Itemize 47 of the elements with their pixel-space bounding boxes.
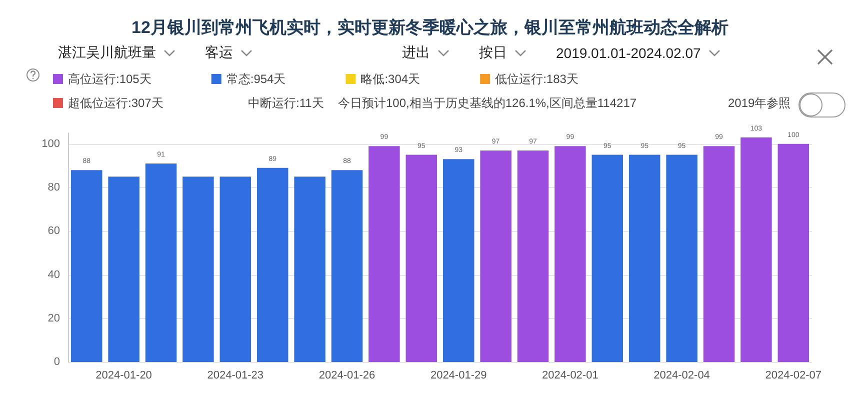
- y-tick-label: 80: [48, 182, 60, 194]
- text: 2019年参照: [728, 96, 791, 110]
- bar: [666, 154, 698, 362]
- bar: [331, 170, 363, 362]
- x-tick-label: 2024-01-26: [318, 370, 376, 382]
- y-tick-label: 100: [42, 138, 60, 150]
- x-tick-label: 2024-01-23: [207, 370, 264, 382]
- y-tick-label: 60: [48, 225, 60, 238]
- text: 客运: [205, 44, 233, 62]
- text: 2019.01.01-2024.02.07: [556, 45, 701, 61]
- bar: [517, 150, 549, 362]
- text: 中断运行:11天: [248, 96, 324, 110]
- y-tick-label: 0: [54, 356, 60, 368]
- y-tick-label: 20: [48, 312, 60, 324]
- bar: [592, 154, 624, 362]
- legend-label: 高位运行:105天: [68, 72, 152, 86]
- chart-title: 12月银川到常州飞机实时，实时更新冬季暖心之旅，银川至常州航班动态全解析: [132, 18, 728, 37]
- bar: [182, 176, 214, 362]
- bar: [740, 137, 772, 362]
- bar: [145, 164, 177, 362]
- text: 湛江吴川航班量: [58, 44, 156, 62]
- x-tick-label: 2024-02-04: [654, 370, 710, 382]
- bar: [703, 146, 735, 362]
- legend-label: 超低位运行:307天: [68, 96, 164, 110]
- x-tick-label: 2024-01-20: [96, 370, 152, 382]
- x-tick-label: 2024-02-01: [542, 370, 598, 382]
- bar: [442, 159, 474, 362]
- text: 今日预计100,相当于历史基线的126.1%,区间总量114217: [338, 96, 637, 110]
- legend-label: 略低:304天: [360, 72, 420, 86]
- bar: [778, 144, 810, 362]
- text: 按日: [479, 44, 507, 62]
- bar: [108, 176, 140, 362]
- bar: [628, 154, 660, 362]
- bar: [256, 168, 288, 362]
- bar: [70, 170, 102, 362]
- bar: [480, 150, 512, 362]
- bar: [406, 154, 438, 362]
- x-tick-label: 2024-02-07: [765, 370, 822, 382]
- bar: [554, 146, 586, 362]
- y-tick-label: 40: [48, 268, 60, 281]
- bar: [294, 176, 326, 362]
- legend-label: 低位运行:183天: [495, 72, 578, 86]
- bar: [220, 176, 252, 362]
- x-tick-label: 2024-01-29: [430, 370, 487, 382]
- text: 进出: [402, 44, 430, 62]
- legend-label: 常态:954天: [226, 72, 286, 86]
- bar: [368, 146, 400, 362]
